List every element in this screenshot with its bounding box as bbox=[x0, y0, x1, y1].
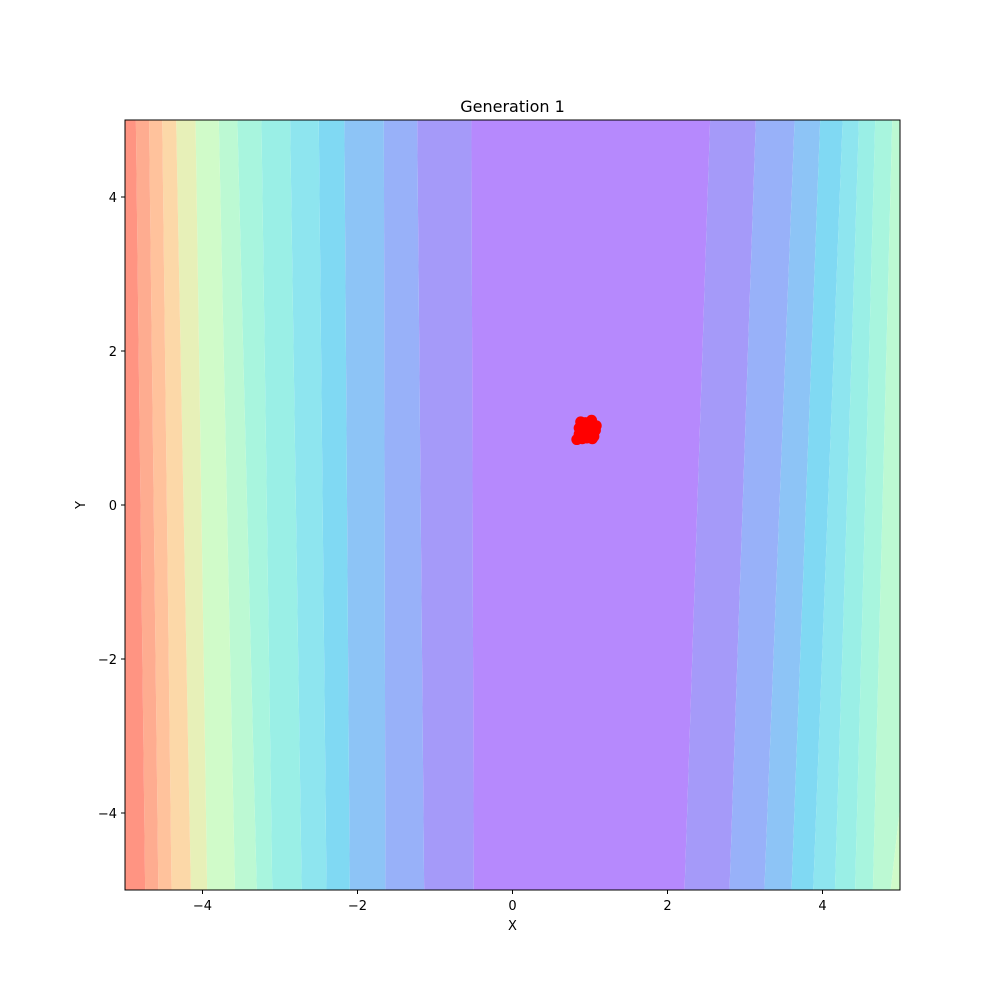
scatter-points bbox=[571, 414, 602, 446]
scatter-point bbox=[579, 417, 591, 429]
contour-band-right bbox=[834, 120, 876, 890]
contour-band-right bbox=[729, 120, 795, 890]
y-tick-label: −2 bbox=[98, 653, 117, 668]
contour-band-left bbox=[176, 120, 208, 890]
x-tick-label: −4 bbox=[193, 899, 212, 914]
contour-band-left bbox=[237, 120, 273, 890]
contour-band-left bbox=[149, 120, 172, 890]
contour-band-right bbox=[791, 120, 843, 890]
contour-band-left bbox=[162, 120, 191, 890]
x-tick-label: 0 bbox=[508, 899, 516, 914]
x-axis-label: X bbox=[508, 919, 517, 934]
scatter-point bbox=[574, 430, 586, 442]
contour-band-left bbox=[318, 120, 350, 890]
contour-band-right bbox=[813, 120, 859, 890]
y-tick-label: −4 bbox=[98, 807, 117, 822]
y-axis-ticks: −4 −2 0 2 4 bbox=[98, 191, 125, 822]
contour-band-left bbox=[125, 120, 146, 890]
y-tick-label: 0 bbox=[109, 499, 117, 514]
contour-band-center bbox=[471, 120, 711, 890]
contour-band-left bbox=[195, 120, 236, 890]
x-tick-label: 2 bbox=[663, 899, 671, 914]
contour-band-left bbox=[290, 120, 327, 890]
x-tick-label: −2 bbox=[348, 899, 367, 914]
contour-band-left bbox=[344, 120, 386, 890]
y-axis-label: Y bbox=[74, 501, 89, 510]
scatter-point bbox=[588, 430, 600, 442]
y-tick-label: 2 bbox=[109, 345, 117, 360]
contour-background bbox=[125, 120, 900, 890]
contour-band-right bbox=[764, 120, 821, 890]
contour-band-right bbox=[684, 120, 756, 890]
contour-band-left bbox=[417, 120, 474, 890]
contour-band-left bbox=[218, 120, 257, 890]
contour-band-right bbox=[872, 120, 900, 890]
contour-band-right bbox=[855, 120, 893, 890]
x-axis-ticks: −4 −2 0 2 4 bbox=[193, 890, 827, 914]
y-tick-label: 4 bbox=[109, 191, 117, 206]
contour-band-left bbox=[261, 120, 302, 890]
contour-band-left bbox=[135, 120, 159, 890]
chart-title: Generation 1 bbox=[460, 97, 565, 116]
x-tick-label: 4 bbox=[818, 899, 826, 914]
contour-band-right bbox=[890, 807, 900, 890]
contour-band-left bbox=[383, 120, 425, 890]
